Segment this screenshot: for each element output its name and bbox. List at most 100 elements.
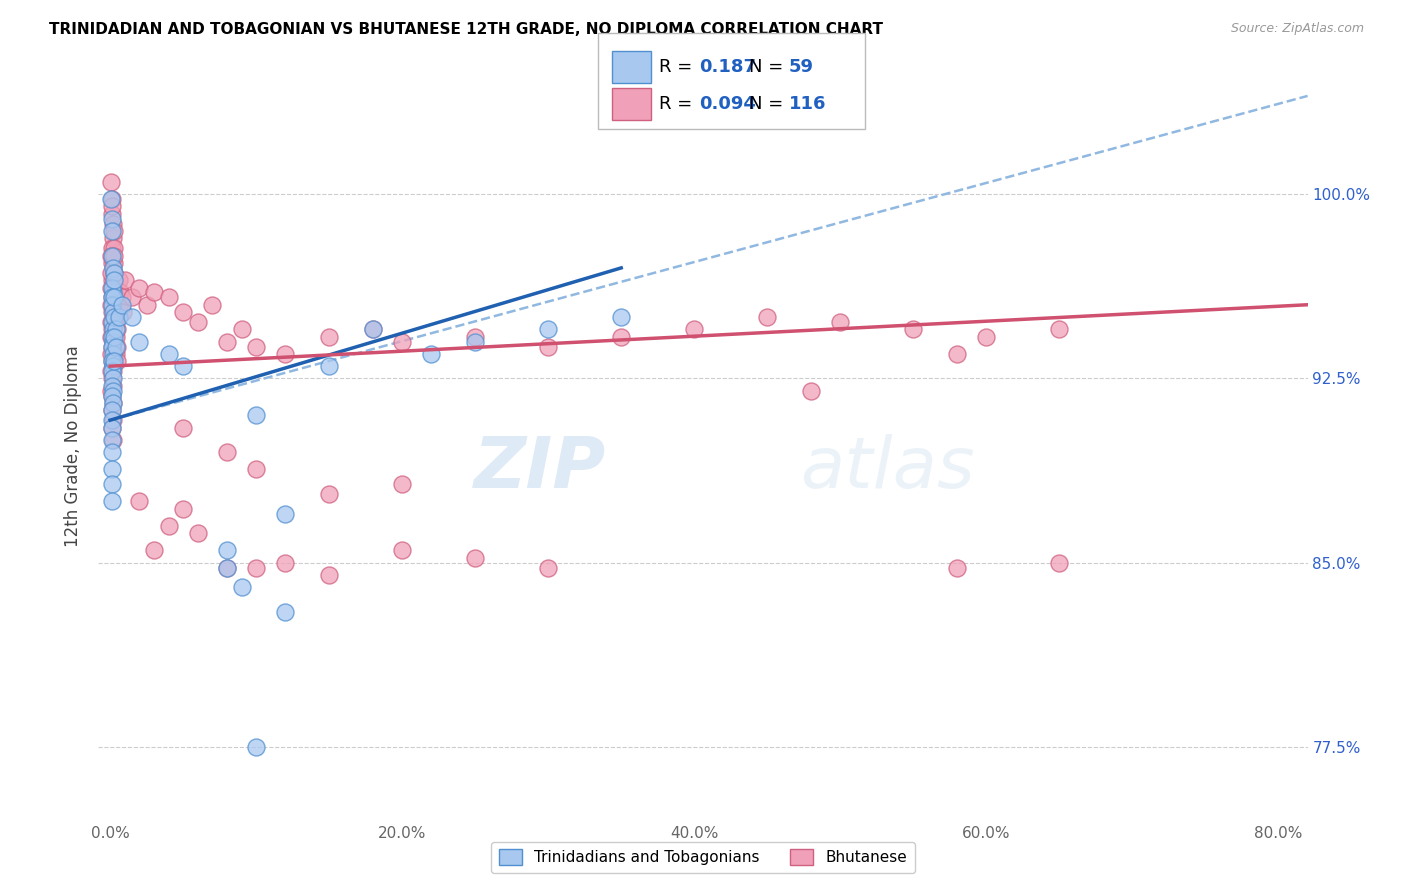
Text: Source: ZipAtlas.com: Source: ZipAtlas.com [1230,22,1364,36]
Point [800,384,823,398]
Point [101,384,124,398]
Point [187,526,209,541]
Point [107,354,129,368]
Point [103,266,125,280]
Point [756,310,779,324]
Point [100,379,122,393]
Point [101,280,124,294]
Point [100,280,122,294]
Point [974,329,997,343]
Point [157,519,180,533]
Point [114,273,136,287]
Point [201,298,224,312]
Point [100,354,122,368]
Point [903,322,925,336]
Point [100,298,122,312]
Point [420,347,443,361]
Point [100,403,122,417]
Point [391,334,413,349]
Point [101,347,124,361]
Point [100,371,122,385]
Point [318,568,340,582]
Point [100,249,122,263]
Point [100,413,122,427]
Point [104,315,127,329]
Point [103,266,125,280]
Text: 0.094: 0.094 [699,95,755,113]
Point [107,322,129,336]
Point [101,199,124,213]
Point [101,334,124,349]
Y-axis label: 12th Grade, No Diploma: 12th Grade, No Diploma [65,345,83,547]
Point [103,290,125,304]
Point [128,494,150,508]
Point [245,462,267,476]
Point [274,507,297,521]
Point [101,266,124,280]
Text: atlas: atlas [800,434,974,503]
Point [100,433,122,447]
Point [101,396,124,410]
Point [464,550,486,565]
Point [101,217,124,231]
Point [104,339,127,353]
Point [108,310,131,324]
Point [103,354,125,368]
Text: 0.187: 0.187 [699,58,756,76]
Point [101,364,124,378]
Point [100,420,122,434]
Point [101,298,124,312]
Point [391,477,413,491]
Point [121,290,143,304]
Point [318,359,340,373]
Point [103,256,125,270]
Point [111,290,134,304]
Point [318,487,340,501]
Point [100,364,122,378]
Point [101,249,124,263]
Point [537,560,560,574]
Point [391,543,413,558]
Point [100,290,122,304]
Point [101,322,124,336]
Text: TRINIDADIAN AND TOBAGONIAN VS BHUTANESE 12TH GRADE, NO DIPLOMA CORRELATION CHART: TRINIDADIAN AND TOBAGONIAN VS BHUTANESE … [49,22,883,37]
Point [142,285,165,300]
Point [318,329,340,343]
Point [103,305,125,319]
Point [157,290,180,304]
Point [683,322,706,336]
Point [101,329,124,343]
Point [112,305,135,319]
Point [830,315,852,329]
Point [100,207,122,221]
Point [101,433,124,447]
Point [103,310,125,324]
Point [215,445,238,459]
Point [135,298,157,312]
Point [245,739,267,754]
Point [215,543,238,558]
Point [537,339,560,353]
Point [464,329,486,343]
Point [100,329,122,343]
Point [103,290,125,304]
Point [100,445,122,459]
Point [1047,322,1070,336]
Point [101,290,124,304]
Point [100,339,122,353]
Point [100,273,122,287]
Point [104,329,127,343]
Text: R =: R = [659,95,699,113]
Point [101,413,124,427]
Point [172,359,194,373]
Point [107,339,129,353]
Point [215,560,238,574]
Point [111,298,134,312]
Point [101,305,124,319]
Point [101,231,124,245]
Point [101,396,124,410]
Point [104,347,127,361]
Point [121,310,143,324]
Point [100,280,122,294]
Point [103,273,125,287]
